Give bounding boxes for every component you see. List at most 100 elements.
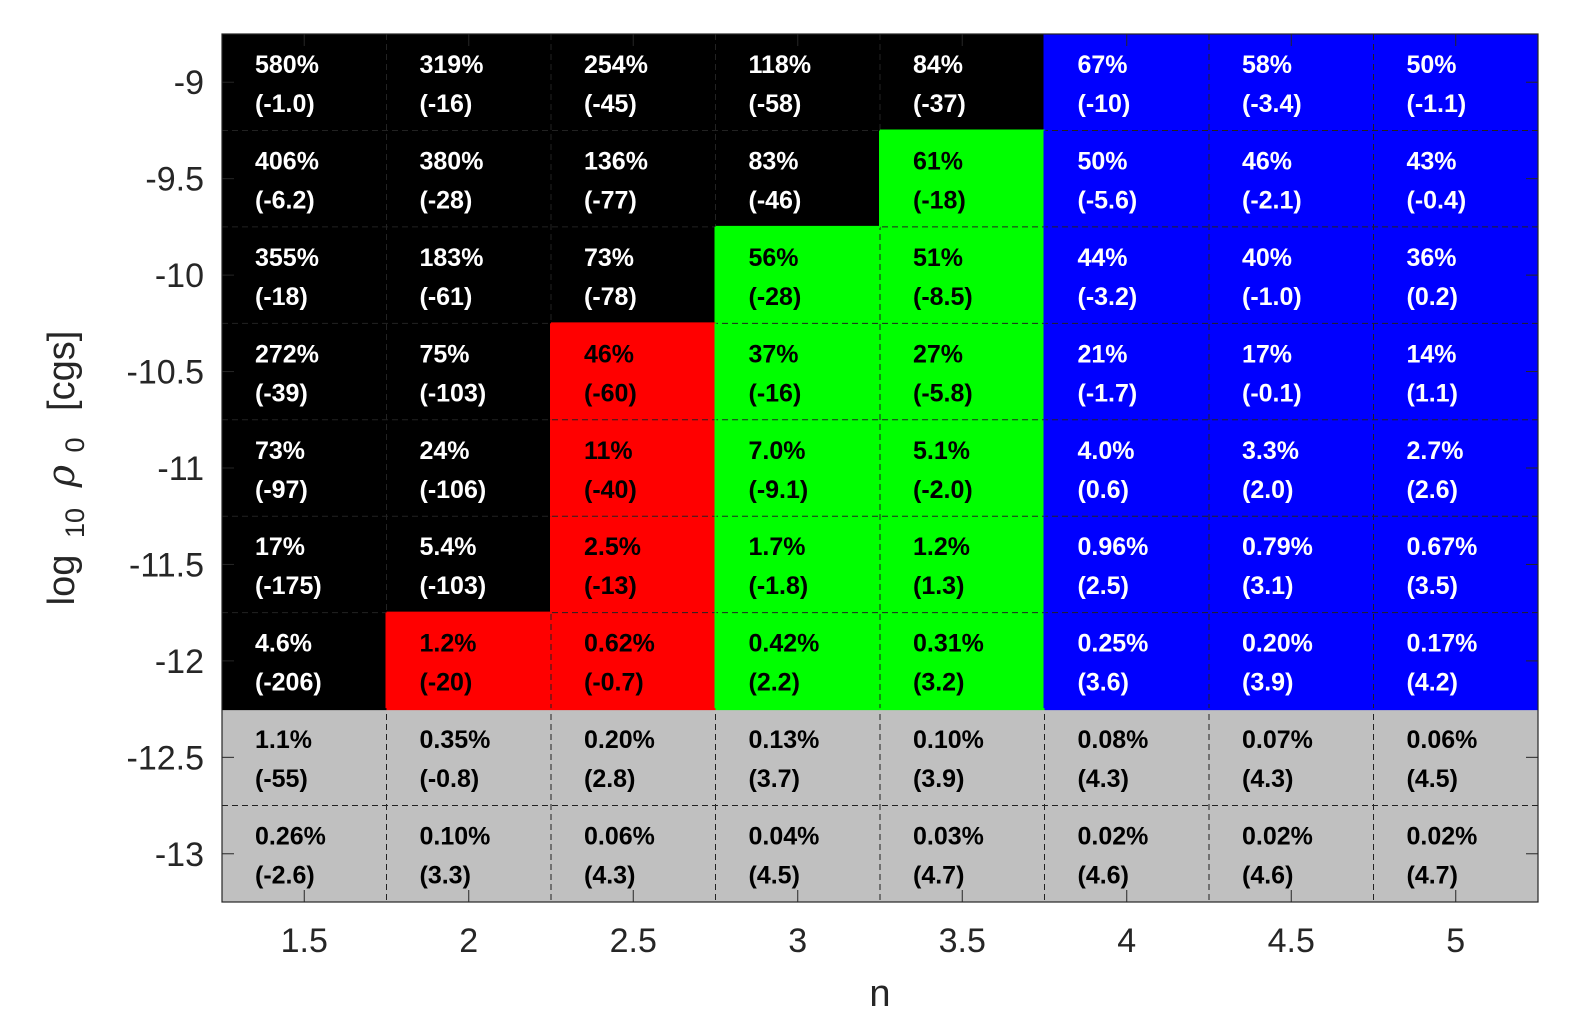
- heatmap-cell: [386, 612, 552, 710]
- cell-percent-label: 272%: [255, 340, 319, 368]
- cell-percent-label: 11%: [584, 437, 633, 465]
- heatmap-cell: [880, 805, 1045, 903]
- cell-value-label: (2.0): [1242, 476, 1293, 504]
- y-tick-label: -11.5: [129, 546, 204, 584]
- heatmap-cell: [222, 805, 387, 903]
- y-axis-label-rho-sub: 0: [60, 437, 90, 452]
- heatmap-cell: [386, 323, 552, 421]
- heatmap-cell: [1209, 612, 1374, 710]
- cell-percent-label: 0.62%: [584, 630, 655, 658]
- cell-percent-label: 43%: [1407, 147, 1457, 175]
- heatmap-cell: [715, 709, 881, 807]
- heatmap-cell: [1373, 612, 1539, 710]
- cell-percent-label: 27%: [913, 340, 963, 368]
- x-axis-label: n: [869, 973, 890, 1015]
- y-tick-label: -11: [157, 450, 204, 488]
- cell-percent-label: 0.06%: [1407, 726, 1478, 754]
- y-tick-label: -10.5: [127, 354, 205, 392]
- cell-value-label: (-103): [420, 379, 487, 407]
- cell-percent-label: 61%: [913, 147, 963, 175]
- heatmap-cell: [1044, 612, 1210, 710]
- cell-percent-label: 0.10%: [420, 823, 491, 851]
- cell-percent-label: 50%: [1078, 147, 1128, 175]
- cell-value-label: (2.8): [584, 765, 635, 793]
- heatmap-cell: [1209, 419, 1374, 517]
- cell-value-label: (3.2): [913, 669, 964, 697]
- cell-percent-label: 0.02%: [1078, 823, 1149, 851]
- cell-percent-label: 0.79%: [1242, 533, 1313, 561]
- heatmap-cell: [551, 130, 716, 228]
- heatmap-cell: [880, 323, 1045, 421]
- cell-percent-label: 118%: [749, 51, 812, 79]
- heatmap-cell: [1044, 130, 1210, 228]
- cell-percent-label: 254%: [584, 51, 648, 79]
- cell-value-label: (-16): [420, 90, 473, 118]
- cells-layer: [222, 34, 1539, 903]
- heatmap-cell: [386, 130, 552, 228]
- x-tick-label: 5: [1446, 922, 1465, 960]
- cell-percent-label: 0.13%: [749, 726, 820, 754]
- cell-percent-label: 58%: [1242, 51, 1292, 79]
- cell-percent-label: 1.7%: [749, 533, 806, 561]
- heatmap-cell: [715, 612, 881, 710]
- heatmap-cell: [1044, 516, 1210, 614]
- cell-value-label: (-28): [420, 186, 473, 214]
- heatmap-cell: [715, 34, 881, 131]
- cell-value-label: (-1.8): [749, 572, 809, 600]
- cell-percent-label: 75%: [420, 340, 470, 368]
- heatmap-cell: [551, 34, 716, 131]
- cell-value-label: (-1.7): [1078, 379, 1138, 407]
- cell-percent-label: 0.04%: [749, 823, 820, 851]
- heatmap-cell: [880, 612, 1045, 710]
- cell-value-label: (4.7): [1407, 862, 1458, 890]
- cell-value-label: (-0.1): [1242, 379, 1302, 407]
- cell-percent-label: 46%: [1242, 147, 1292, 175]
- cell-percent-label: 1.1%: [255, 726, 312, 754]
- heatmap-cell: [222, 709, 387, 807]
- cell-percent-label: 37%: [749, 340, 799, 368]
- cell-value-label: (-58): [749, 90, 802, 118]
- heatmap-cell: [715, 516, 881, 614]
- cell-value-label: (0.6): [1078, 476, 1129, 504]
- cell-percent-label: 24%: [420, 437, 470, 465]
- heatmap-cell: [1209, 805, 1374, 903]
- heatmap-cell: [1373, 323, 1539, 421]
- heatmap-cell: [1044, 805, 1210, 903]
- cell-value-label: (-20): [420, 669, 473, 697]
- cell-value-label: (-55): [255, 765, 308, 793]
- heatmap-cell: [222, 516, 387, 614]
- cell-value-label: (-46): [749, 186, 802, 214]
- heatmap-cell: [715, 419, 881, 517]
- cell-value-label: (1.3): [913, 572, 964, 600]
- y-tick-label: -12: [155, 643, 204, 681]
- cell-value-label: (2.5): [1078, 572, 1129, 600]
- heatmap-cell: [880, 130, 1045, 228]
- cell-value-label: (-60): [584, 379, 637, 407]
- heatmap-cell: [1209, 130, 1374, 228]
- cell-percent-label: 580%: [255, 51, 319, 79]
- cell-value-label: (0.2): [1407, 283, 1458, 311]
- heatmap-cell: [880, 226, 1045, 324]
- heatmap-cell: [1044, 709, 1210, 807]
- cell-value-label: (2.2): [749, 669, 800, 697]
- cell-percent-label: 0.02%: [1242, 823, 1313, 851]
- cell-value-label: (4.5): [1407, 765, 1458, 793]
- cell-value-label: (-1.0): [1242, 283, 1302, 311]
- cell-value-label: (-13): [584, 572, 637, 600]
- heatmap-cell: [551, 226, 716, 324]
- cell-value-label: (2.6): [1407, 476, 1458, 504]
- cell-percent-label: 83%: [749, 147, 799, 175]
- heatmap-cell: [1373, 419, 1539, 517]
- heatmap-cell: [1373, 516, 1539, 614]
- x-tick-label: 2: [459, 922, 478, 960]
- cell-value-label: (3.3): [420, 862, 471, 890]
- cell-percent-label: 0.26%: [255, 823, 326, 851]
- y-axis-label-log: log: [41, 555, 83, 606]
- heatmap-cell: [715, 323, 881, 421]
- heatmap-cell: [222, 226, 387, 324]
- cell-percent-label: 0.35%: [420, 726, 491, 754]
- cell-value-label: (4.7): [913, 862, 964, 890]
- heatmap-cell: [1044, 419, 1210, 517]
- cell-value-label: (-16): [749, 379, 802, 407]
